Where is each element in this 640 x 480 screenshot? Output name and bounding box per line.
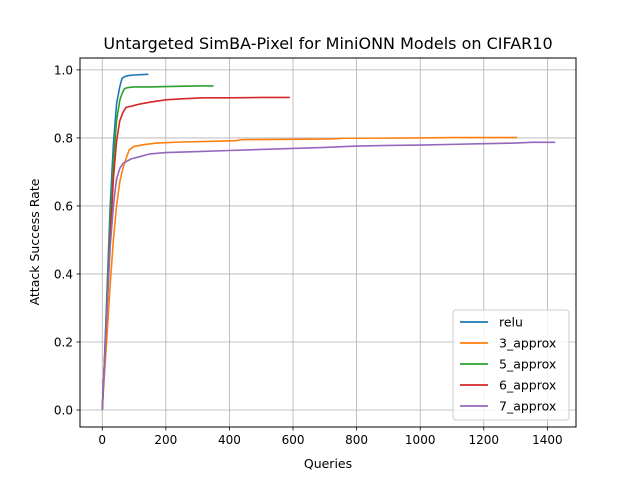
x-ticks: 0 200 400 600 800 1000 1200 1400 bbox=[98, 427, 563, 447]
legend-box bbox=[452, 309, 570, 421]
legend-label-6-approx: 6_approx bbox=[499, 378, 556, 393]
x-tick-label: 600 bbox=[282, 433, 305, 447]
chart-title: Untargeted SimBA-Pixel for MiniONN Model… bbox=[103, 34, 552, 53]
series-line-5-approx bbox=[101, 85, 214, 411]
y-tick-label: 0.0 bbox=[54, 403, 73, 417]
x-tick-label: 1200 bbox=[469, 433, 500, 447]
y-tick-label: 0.8 bbox=[54, 131, 73, 145]
series-line-7-approx bbox=[101, 141, 556, 411]
x-axis-label: Queries bbox=[304, 456, 352, 471]
x-tick-label: 200 bbox=[154, 433, 177, 447]
series-line-3-approx bbox=[101, 136, 518, 411]
y-tick-label: 1.0 bbox=[54, 63, 73, 77]
legend: relu 3_approx 5_approx 6_approx 7_approx bbox=[452, 309, 570, 421]
legend-label-7-approx: 7_approx bbox=[499, 399, 556, 414]
legend-label-relu: relu bbox=[499, 315, 523, 330]
x-tick-label: 800 bbox=[345, 433, 368, 447]
x-tick-label: 1000 bbox=[405, 433, 436, 447]
series-line-6-approx bbox=[101, 96, 290, 411]
y-tick-label: 0.6 bbox=[54, 199, 73, 213]
legend-label-3-approx: 3_approx bbox=[499, 336, 556, 351]
plot-frame bbox=[79, 57, 577, 428]
x-tick-label: 400 bbox=[218, 433, 241, 447]
y-tick-label: 0.2 bbox=[54, 335, 73, 349]
y-tick-label: 0.4 bbox=[54, 267, 73, 281]
series-lines bbox=[101, 73, 556, 411]
y-ticks: 0.0 0.2 0.4 0.6 0.8 1.0 bbox=[54, 63, 80, 417]
x-tick-label: 1400 bbox=[532, 433, 563, 447]
legend-label-5-approx: 5_approx bbox=[499, 357, 556, 372]
x-tick-label: 0 bbox=[98, 433, 106, 447]
y-axis-label: Attack Success Rate bbox=[27, 178, 42, 305]
